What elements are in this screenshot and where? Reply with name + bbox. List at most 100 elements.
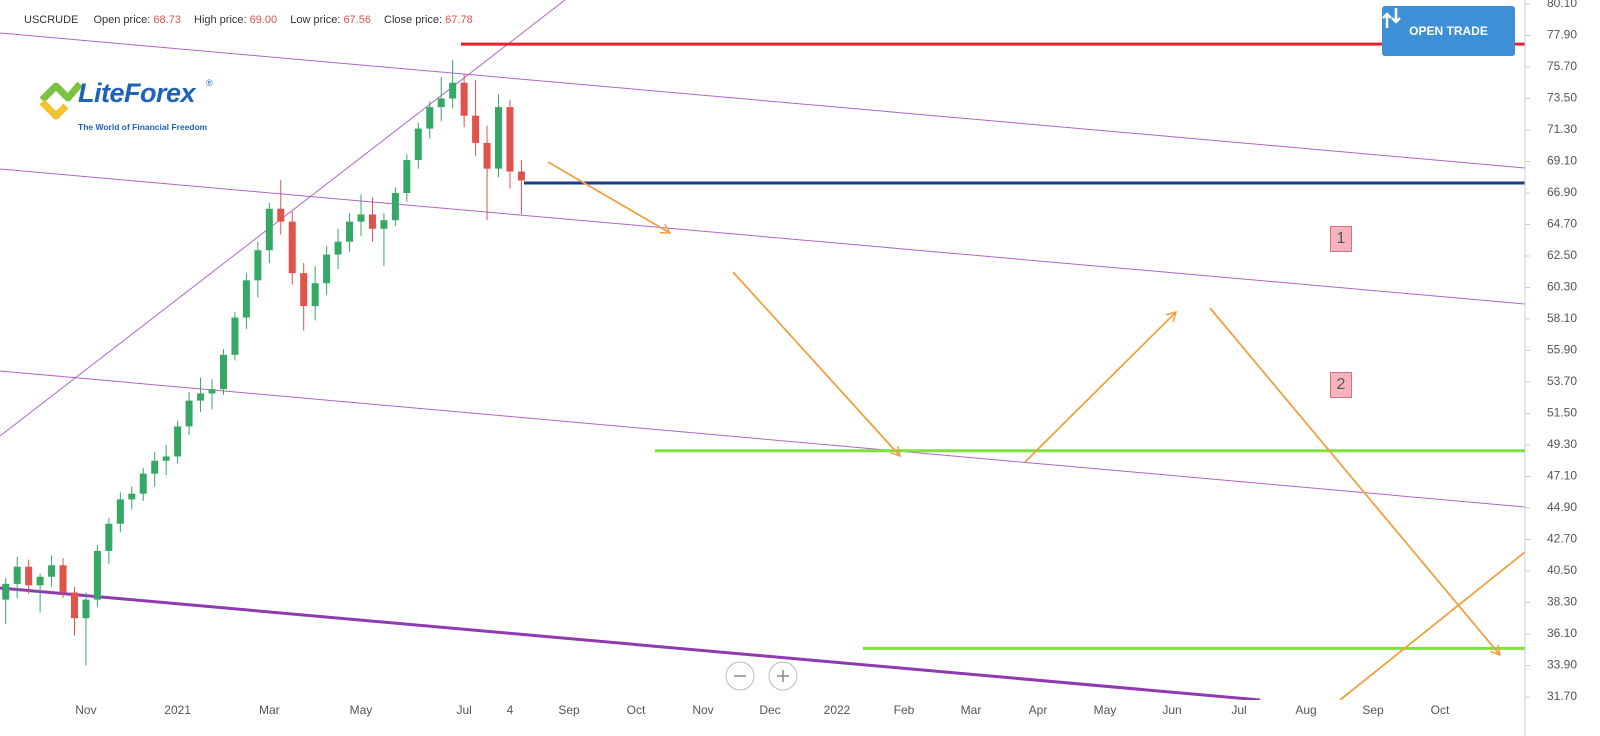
y-tick-label: 40.50 (1547, 563, 1577, 577)
zoom-in[interactable] (768, 661, 798, 691)
candle-body (265, 208, 273, 251)
x-tick-label: Jul (456, 703, 471, 717)
x-tick-label: Jul (1231, 703, 1246, 717)
x-tick-label: Jun (1162, 703, 1181, 717)
arrow (547, 161, 672, 234)
candle-body (506, 107, 514, 172)
logo-name: LiteForex (78, 78, 196, 108)
zone-label: 1 (1330, 226, 1352, 252)
y-tick-label: 73.50 (1547, 91, 1577, 105)
candle-body (414, 128, 422, 161)
candle-body (334, 241, 342, 255)
candle-body (59, 565, 67, 593)
quote-label: High price: (194, 14, 247, 26)
quote-value: 69.00 (249, 14, 278, 26)
candle-body (472, 115, 480, 143)
arrow (732, 271, 902, 458)
quote-label: Open price: (93, 14, 151, 26)
zoom-controls (725, 661, 798, 691)
y-tick-label: 38.30 (1547, 595, 1577, 609)
x-tick-label: Oct (627, 703, 646, 717)
candle-body (70, 592, 78, 619)
candle-body (208, 389, 216, 394)
y-tick-label: 77.90 (1547, 28, 1577, 42)
y-tick-label: 80.10 (1547, 0, 1577, 10)
levels (461, 42, 1525, 650)
y-tick-label: 64.70 (1547, 217, 1577, 231)
candle-body (346, 221, 354, 242)
candle-body (311, 283, 319, 307)
forecast-arrows (547, 161, 1525, 700)
x-tick-label: Mar (961, 703, 982, 717)
y-tick-label: 69.10 (1547, 154, 1577, 168)
arrow (1024, 310, 1178, 463)
open-trade-button[interactable]: OPEN TRADE (1382, 6, 1515, 56)
y-tick-label: 36.10 (1547, 626, 1577, 640)
candle-body (197, 393, 205, 401)
candle-body (93, 550, 101, 600)
y-tick-label: 53.70 (1547, 374, 1577, 388)
candle-body (128, 493, 136, 500)
y-tick-label: 47.10 (1547, 469, 1577, 483)
candle-body (36, 576, 44, 586)
candle-body (116, 499, 124, 524)
channel-line (0, 32, 1525, 169)
y-tick-label: 51.50 (1547, 406, 1577, 420)
x-tick-label: May (1094, 703, 1117, 717)
symbol: USCRUDE (24, 14, 79, 26)
candle-body (139, 473, 147, 494)
candle-body (277, 208, 285, 222)
candle-body (460, 82, 468, 116)
quote-value: 67.78 (445, 14, 473, 26)
zone-label: 2 (1330, 372, 1352, 398)
logo-mark: ® (206, 78, 213, 88)
candle-body (368, 214, 376, 229)
channel-line (0, 168, 1525, 305)
x-tick-label: Dec (759, 703, 780, 717)
zoom-out[interactable] (725, 661, 755, 691)
candle-body (25, 566, 33, 586)
candle-body (151, 460, 159, 474)
x-tick-label: Nov (75, 703, 96, 717)
logo-tagline: The World of Financial Freedom (78, 122, 208, 132)
candle-body (185, 400, 193, 427)
candle-body (517, 171, 525, 181)
quote-label: Close price: (384, 14, 443, 26)
button-label: OPEN TRADE (1409, 24, 1488, 38)
x-tick-label: Feb (894, 703, 915, 717)
candle-body (288, 221, 296, 274)
trend-lines (0, 0, 1525, 700)
candle-body (380, 220, 388, 229)
y-tick-label: 42.70 (1547, 532, 1577, 546)
candle-body (219, 354, 227, 390)
y-tick-label: 75.70 (1547, 59, 1577, 73)
support-line (0, 586, 1261, 700)
x-tick-label: 2022 (824, 703, 851, 717)
x-tick-label: Aug (1295, 703, 1316, 717)
channel-line (0, 370, 1525, 508)
x-tick-label: Mar (259, 703, 280, 717)
candle-body (254, 250, 262, 281)
candle-body (495, 107, 503, 169)
candle-body (105, 523, 113, 551)
y-tick-label: 58.10 (1547, 311, 1577, 325)
candle-body (426, 107, 434, 129)
candle-body (174, 426, 182, 457)
x-tick-label: 4 (507, 703, 514, 717)
candle-body (13, 566, 21, 584)
candle-body (357, 214, 365, 222)
candle-body (403, 160, 411, 193)
quote-bar: USCRUDE Open price: 68.73 High price: 69… (24, 14, 483, 26)
y-tick-label: 33.90 (1547, 658, 1577, 672)
x-tick-label: Sep (558, 703, 580, 717)
y-tick-label: 66.90 (1547, 185, 1577, 199)
quote-value: 68.73 (153, 14, 181, 26)
x-tick-label: Nov (692, 703, 713, 717)
y-tick-label: 55.90 (1547, 343, 1577, 357)
candle-body (300, 273, 308, 307)
candle-body (437, 98, 445, 108)
candle-body (483, 142, 491, 169)
y-tick-label: 60.30 (1547, 280, 1577, 294)
x-tick-label: 2021 (164, 703, 191, 717)
